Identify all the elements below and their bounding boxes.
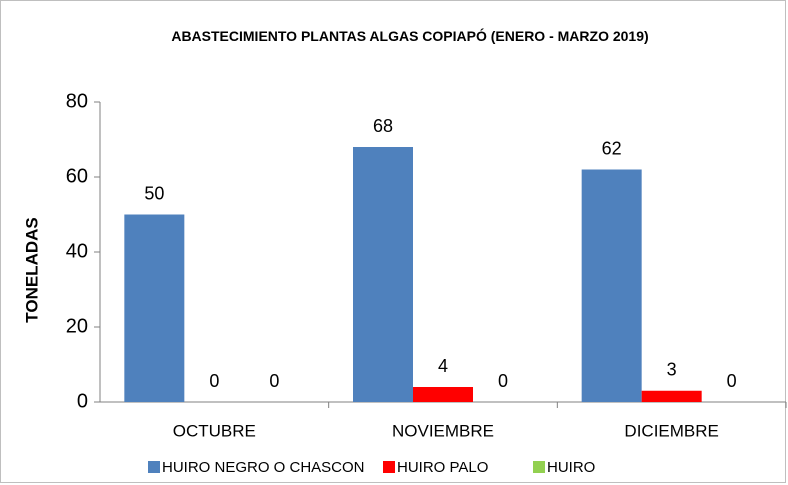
- legend-swatch: [383, 461, 395, 473]
- value-label: 0: [498, 371, 508, 391]
- value-label: 3: [667, 360, 677, 380]
- bar: [581, 169, 642, 402]
- value-label: 0: [269, 371, 279, 391]
- bar: [124, 214, 185, 402]
- value-label: 0: [727, 371, 737, 391]
- bar: [641, 390, 702, 402]
- legend-label: HUIRO PALO: [397, 459, 488, 476]
- value-label: 50: [144, 183, 164, 203]
- legend-swatch: [148, 461, 160, 473]
- bar: [353, 147, 413, 402]
- legend-label: HUIRO NEGRO O CHASCON: [162, 459, 365, 476]
- chart-title: ABASTECIMIENTO PLANTAS ALGAS COPIAPÓ (EN…: [171, 28, 649, 44]
- bar: [413, 387, 473, 402]
- y-tick-label: 80: [66, 90, 88, 112]
- y-tick-label: 40: [66, 240, 88, 262]
- x-tick-label: DICIEMBRE: [624, 421, 718, 440]
- value-label: 0: [209, 371, 219, 391]
- y-axis-label: TONELADAS: [22, 217, 41, 322]
- x-tick-label: OCTUBRE: [173, 421, 256, 440]
- legend-swatch: [533, 461, 545, 473]
- value-label: 4: [438, 356, 448, 376]
- x-tick-label: NOVIEMBRE: [392, 421, 494, 440]
- value-label: 68: [373, 116, 393, 136]
- legend-label: HUIRO: [547, 459, 595, 476]
- y-tick-label: 20: [66, 315, 88, 337]
- y-tick-label: 60: [66, 165, 88, 187]
- y-tick-label: 0: [77, 390, 88, 412]
- value-label: 62: [602, 138, 622, 158]
